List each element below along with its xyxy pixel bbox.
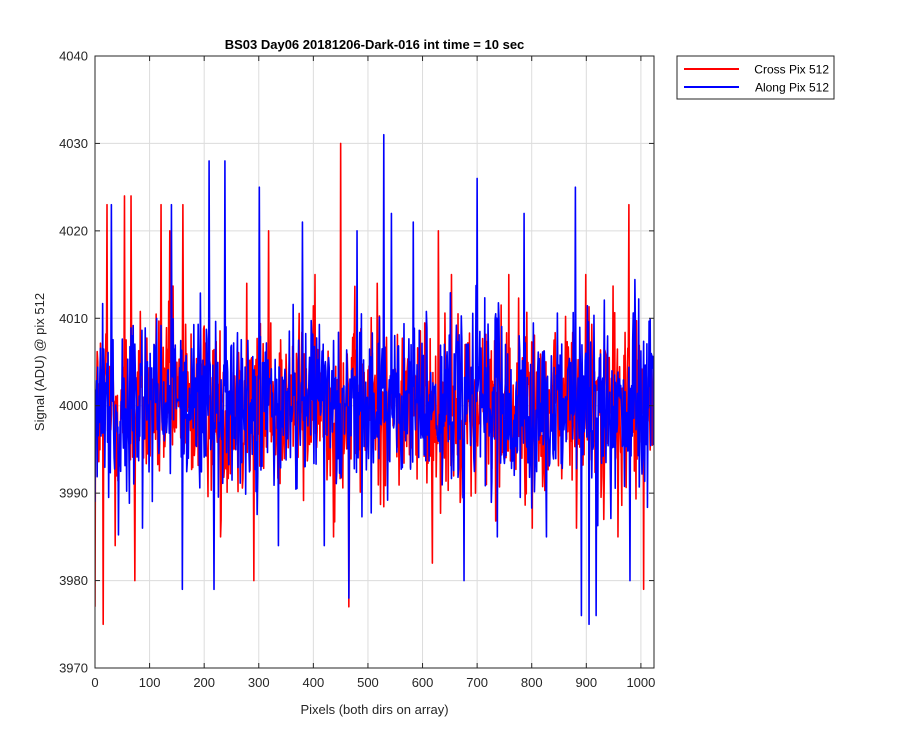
ticks: 0 100 200 300 400 500 600 700 800 900 1000 3970 3980… <box>59 49 655 691</box>
series-layer <box>95 133 654 626</box>
series-line-along-pix-512 <box>95 133 654 626</box>
x-tick-label: 300 <box>248 675 270 690</box>
y-tick-label: 4020 <box>59 223 88 238</box>
y-tick-label: 4030 <box>59 136 88 151</box>
y-tick-label: 3970 <box>59 661 88 676</box>
chart-title: BS03 Day06 20181206-Dark-016 int time = … <box>225 37 525 52</box>
x-tick-label: 500 <box>357 675 379 690</box>
x-tick-label: 900 <box>575 675 597 690</box>
legend-label-cross: Cross Pix 512 <box>754 63 829 77</box>
x-tick-label: 0 <box>91 675 98 690</box>
x-tick-label: 200 <box>193 675 215 690</box>
plot-frame <box>94 55 655 669</box>
legend-label-along: Along Pix 512 <box>755 81 829 95</box>
x-tick-label: 600 <box>412 675 434 690</box>
y-tick-label: 3980 <box>59 573 88 588</box>
x-tick-label: 100 <box>139 675 161 690</box>
y-tick-label: 4000 <box>59 398 88 413</box>
x-tick-label: 1000 <box>626 675 655 690</box>
x-tick-label: 700 <box>466 675 488 690</box>
y-axis-label: Signal (ADU) @ pix 512 <box>32 293 47 431</box>
y-tick-label: 4010 <box>59 311 88 326</box>
x-tick-label: 400 <box>303 675 325 690</box>
y-tick-label: 4040 <box>59 49 88 64</box>
x-axis-label: Pixels (both dirs on array) <box>300 702 448 717</box>
legend[interactable]: Cross Pix 512 Along Pix 512 <box>676 55 835 100</box>
legend-box <box>676 55 835 100</box>
x-tick-label: 800 <box>521 675 543 690</box>
y-tick-label: 3990 <box>59 486 88 501</box>
